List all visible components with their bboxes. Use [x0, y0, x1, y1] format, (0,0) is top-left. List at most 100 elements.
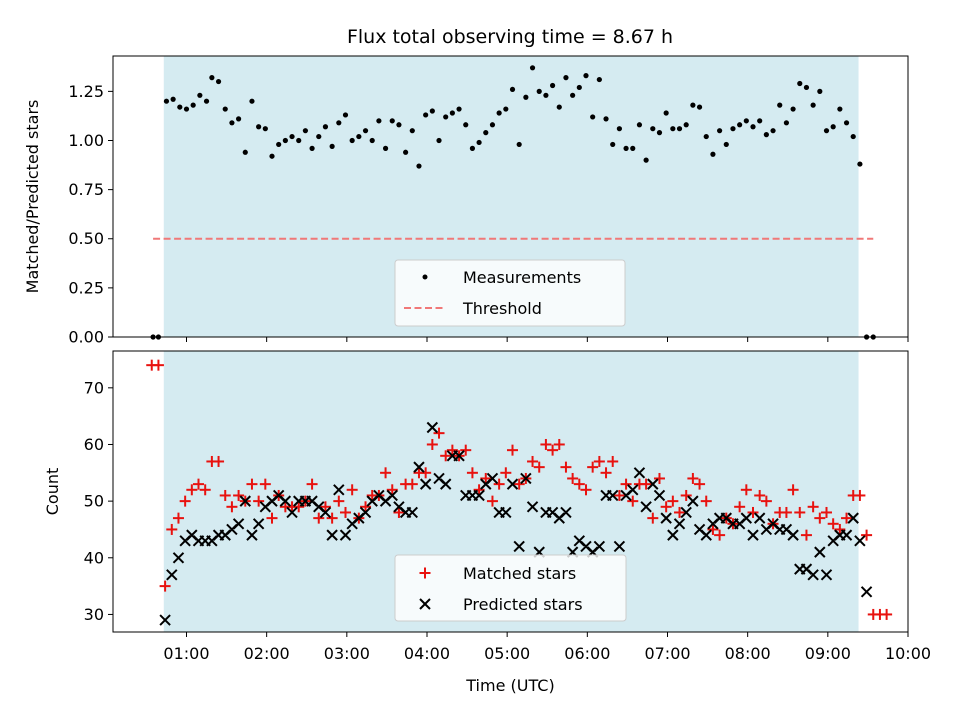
matched-star-point [339, 506, 351, 518]
predicted-star-point [413, 461, 425, 473]
count-panel: 30 40 50 60 70 01:00 02:00 03:00 04:00 05:00 06:0… [43, 350, 931, 695]
predicted-star-point-b [272, 489, 285, 502]
predicted-star-point-b [667, 529, 679, 541]
predicted-star-point-b [406, 506, 419, 519]
measurement-point [790, 106, 796, 112]
predicted-star-point-b [720, 512, 732, 524]
predicted-star-point-b [393, 501, 405, 513]
predicted-star-point-b [820, 569, 833, 581]
matched-star-point [780, 506, 792, 518]
matched-star-point [253, 495, 265, 507]
predicted-star-point [500, 506, 512, 519]
measurement-point [690, 102, 696, 108]
xtick-label: 10:00 [885, 644, 931, 663]
top-ytick-label: 0.75 [68, 180, 104, 199]
predicted-star-point [814, 546, 826, 558]
legend-predicted-label: Predicted stars [463, 595, 583, 614]
matched-star-point [694, 478, 706, 490]
measurement-point [336, 120, 342, 126]
measurement-point [489, 122, 496, 128]
predicted-star-point [647, 478, 659, 490]
matched-star-point [486, 495, 498, 507]
matched-star-point [226, 501, 238, 513]
matched-star-point [760, 495, 772, 507]
predicted-star-point-b [419, 478, 432, 490]
matched-star-point [547, 444, 559, 456]
measurement-point [376, 118, 382, 124]
predicted-star-point-b [313, 501, 325, 513]
measurement-point [563, 75, 569, 81]
measurement-point [403, 149, 409, 155]
xtick-label: 05:00 [484, 644, 530, 663]
matched-star-point [687, 472, 699, 484]
measurement-point [322, 124, 329, 130]
measurement-point [717, 128, 723, 134]
measurement-point [570, 92, 576, 98]
predicted-star-point-b [633, 467, 646, 479]
matched-star-point [667, 495, 679, 507]
measurement-point [783, 120, 790, 126]
ratio-panel: 0.00 0.25 0.50 0.75 1.00 1.25 Matched/Predict… [23, 55, 909, 347]
measurement-point [523, 94, 529, 100]
measurement-point [342, 112, 349, 118]
top-legend: Measurements Threshold [394, 259, 626, 327]
measurement-point [215, 78, 222, 85]
bottom-ytick-label: 70 [84, 378, 104, 397]
predicted-star-point [159, 614, 171, 626]
matched-star-point [460, 444, 472, 456]
measurement-point [797, 80, 803, 87]
bottom-y-axis-label: Count [43, 468, 62, 516]
predicted-star-point-b [693, 523, 706, 536]
matched-star-point [360, 501, 372, 513]
matched-star-point [593, 455, 605, 467]
predicted-star-point-b [473, 489, 485, 502]
matched-star-point [213, 455, 225, 467]
top-y-ticks: 0.00 0.25 0.50 0.75 1.00 1.25 [68, 82, 113, 347]
xtick-label: 02:00 [244, 644, 290, 663]
measurement-point [242, 149, 248, 155]
measurement-point [183, 106, 190, 112]
predicted-star-point [386, 489, 398, 502]
matched-star-point [787, 484, 799, 496]
predicted-star-point [787, 529, 799, 541]
measurement-point [362, 128, 369, 134]
matched-star-point [199, 484, 211, 496]
measurement-point [603, 116, 609, 122]
bottom-x-ticks: 01:00 02:00 03:00 04:00 05:00 06:00 07:00 08:00… [163, 632, 931, 663]
measurement-point [750, 124, 756, 130]
measurement-point [730, 126, 736, 132]
predicted-star-point-b [166, 569, 178, 581]
predicted-star-point-b [159, 614, 171, 626]
predicted-star-point [506, 478, 519, 490]
predicted-star-point-b [546, 506, 559, 519]
measurement-point [857, 161, 863, 167]
matched-star-point [380, 467, 392, 479]
matched-star-point [466, 467, 478, 479]
predicted-star-point [560, 506, 572, 519]
legend-predicted-glyph [419, 598, 431, 610]
measurement-point [516, 141, 522, 148]
bottom-legend: Matched stars Predicted stars [394, 554, 627, 622]
predicted-star-point [473, 489, 485, 502]
measurement-point [590, 114, 596, 120]
bottom-y-ticks: 30 40 50 60 70 [84, 378, 113, 624]
predicted-star-point [673, 518, 686, 530]
x-axis-label: Time (UTC) [465, 676, 554, 695]
matched-star-point [861, 529, 873, 541]
measurement-marks [150, 65, 876, 340]
measurement-point [757, 118, 763, 124]
measurement-point [509, 86, 516, 93]
measurement-point [382, 145, 389, 151]
measurement-point [823, 128, 830, 134]
measurement-point [683, 122, 689, 128]
predicted-star-point-b [840, 529, 853, 541]
measurement-point [269, 153, 275, 159]
matched-star-point [660, 501, 672, 513]
predicted-star-point-b [740, 512, 753, 524]
matched-star-point [319, 501, 331, 513]
matched-star-point [700, 495, 712, 507]
measurement-point [643, 157, 649, 163]
top-ytick-label: 1.25 [68, 82, 104, 101]
measurement-point [302, 128, 309, 134]
